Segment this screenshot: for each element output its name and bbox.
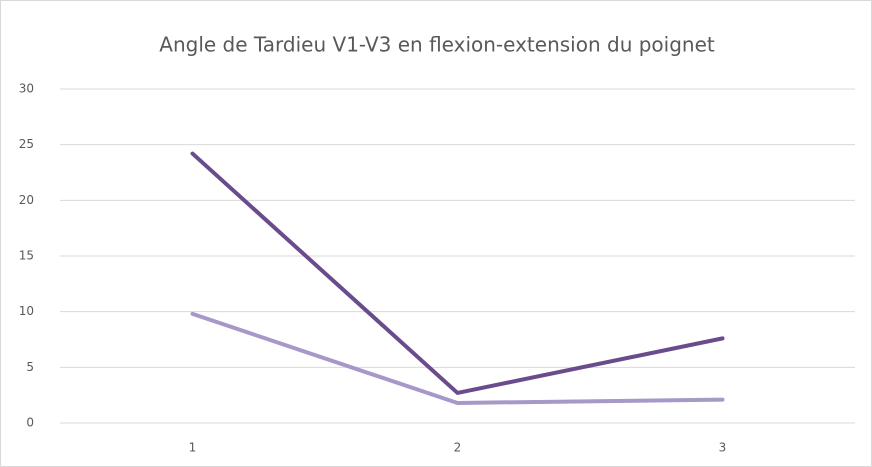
x-tick-label: 1	[189, 441, 197, 455]
y-tick-label: 5	[26, 360, 34, 374]
x-tick-label: 3	[719, 441, 727, 455]
chart-title: Angle de Tardieu V1-V3 en flexion-extens…	[159, 33, 715, 57]
y-tick-label: 0	[26, 416, 34, 430]
x-tick-label: 2	[454, 441, 462, 455]
y-tick-label: 25	[19, 137, 34, 151]
series-line	[190, 151, 725, 395]
y-tick-label: 20	[19, 193, 34, 207]
series-line	[190, 311, 725, 405]
y-tick-label: 30	[19, 82, 34, 96]
y-tick-label: 15	[19, 249, 34, 263]
y-tick-label: 10	[19, 304, 34, 318]
